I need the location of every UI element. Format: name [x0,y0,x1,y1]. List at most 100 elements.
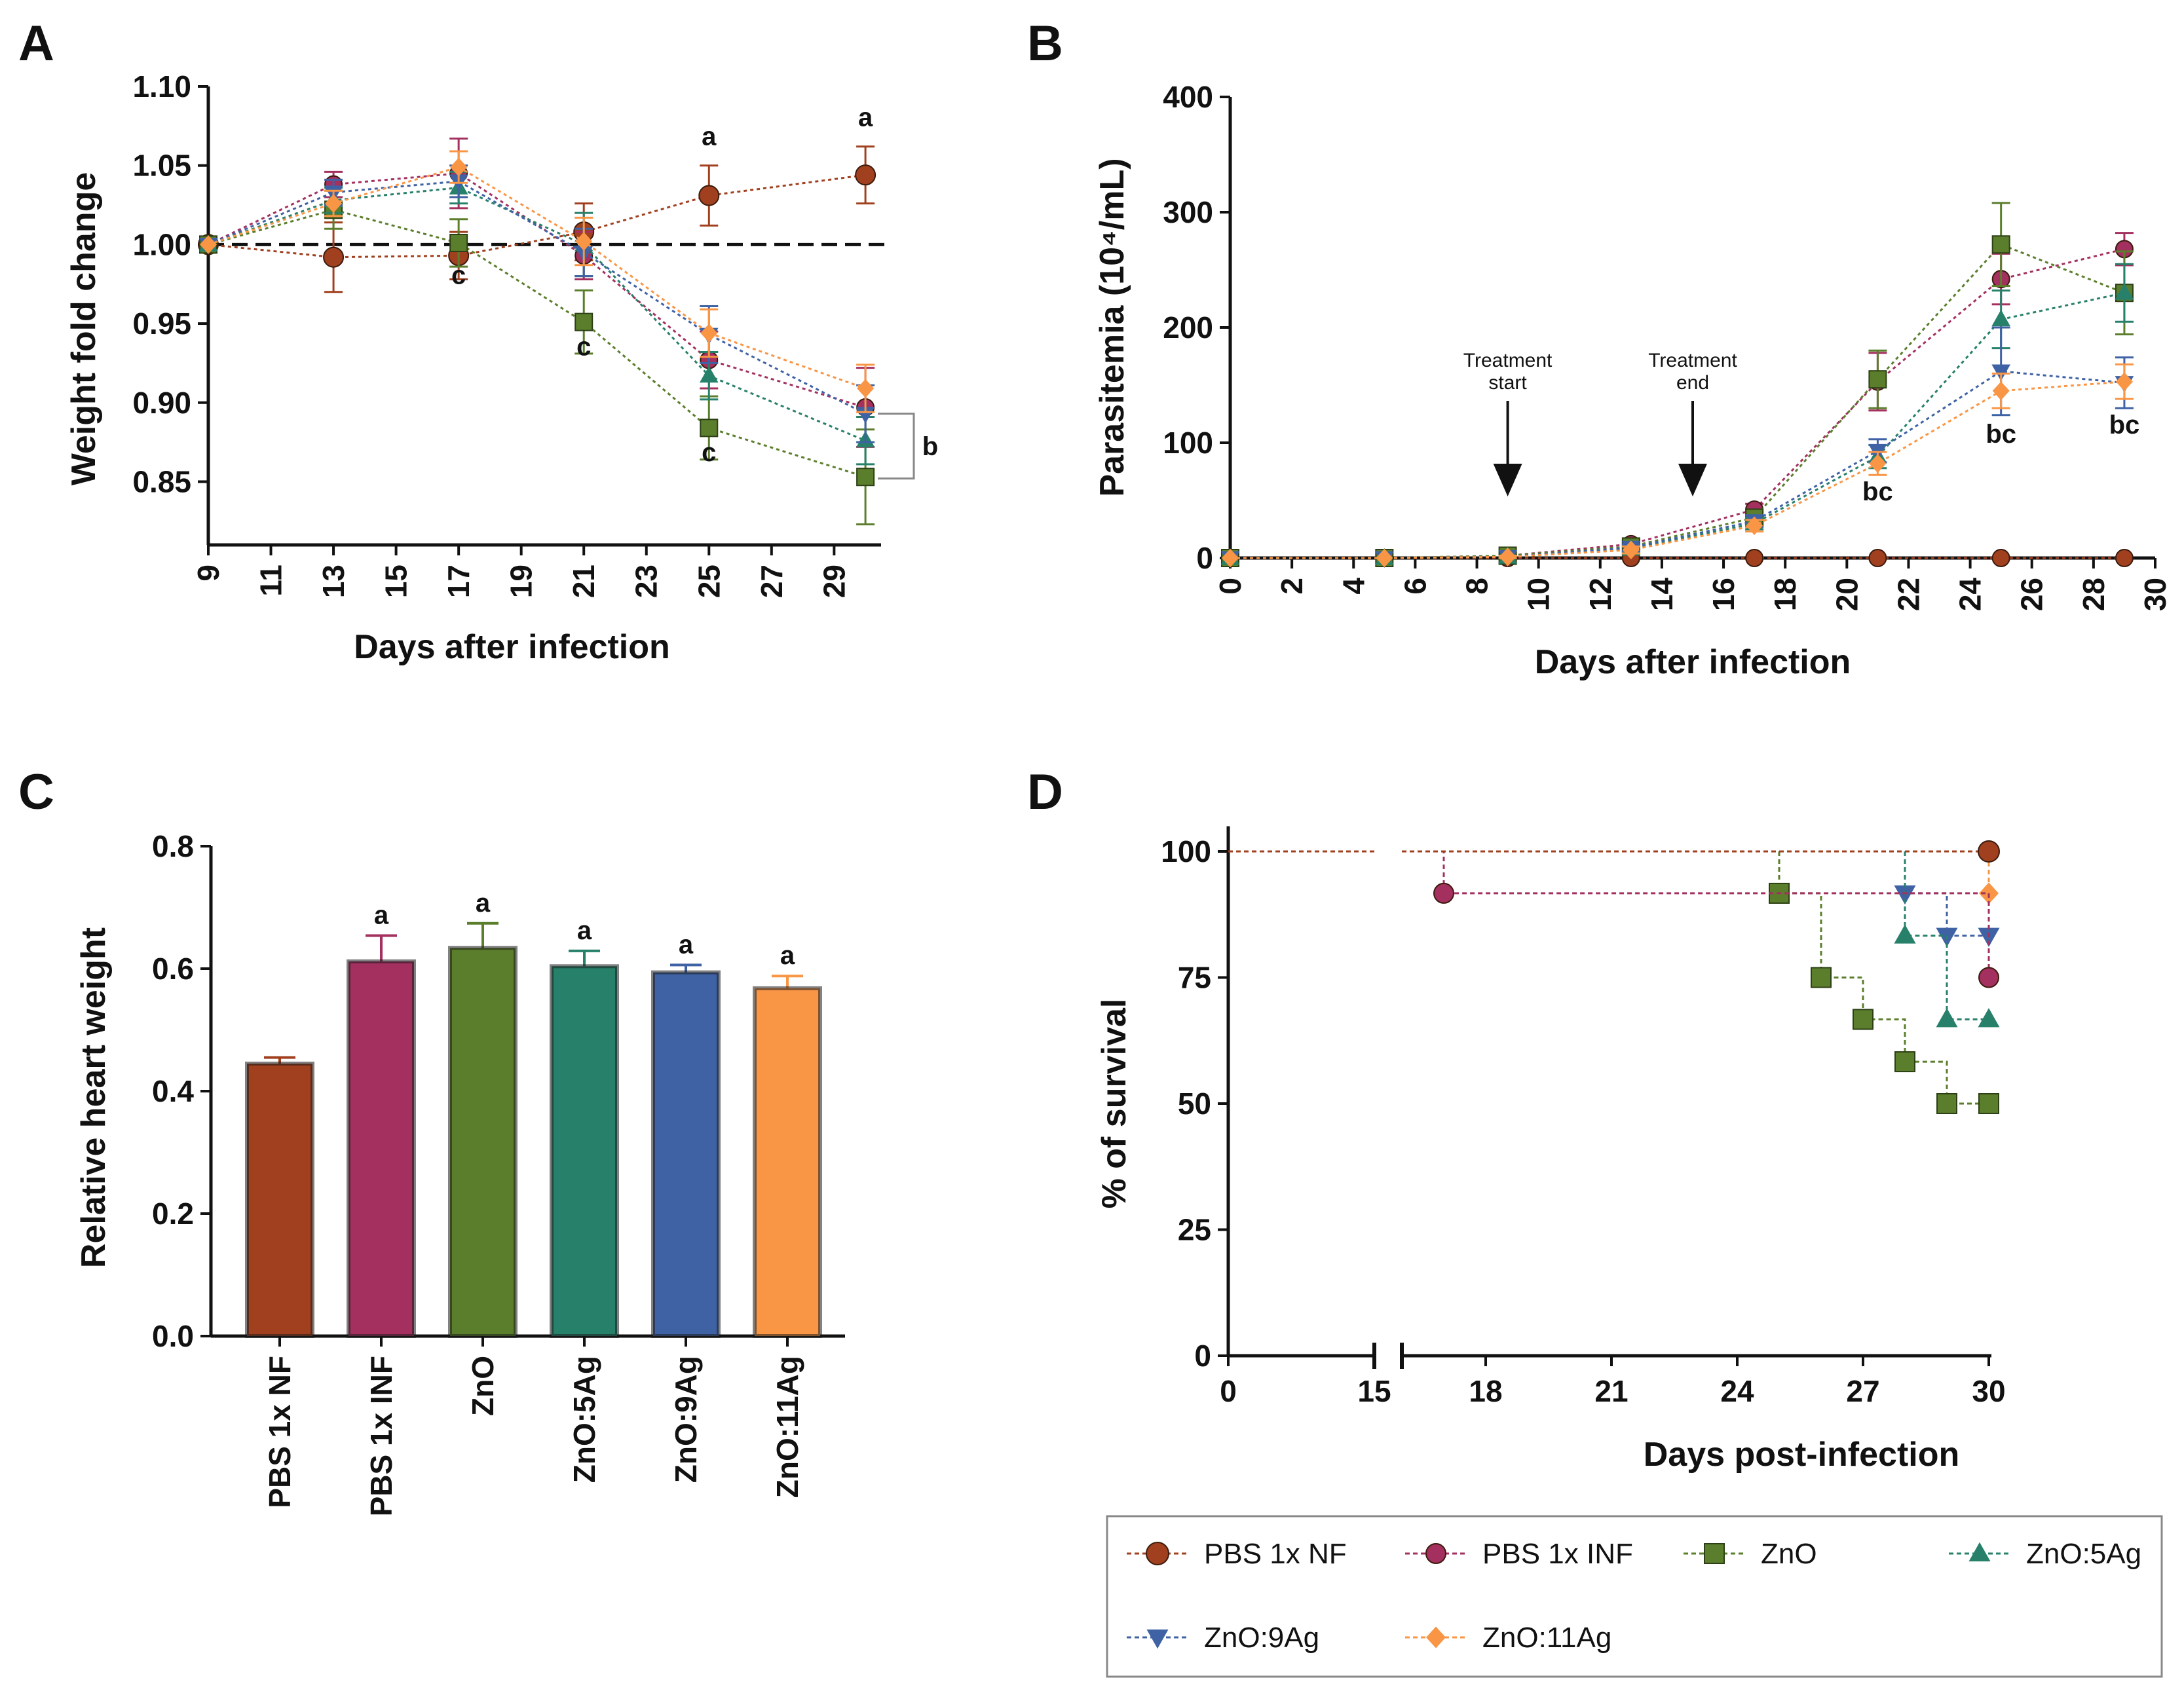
legend-marker [1146,1542,1169,1565]
y-tick-label: 0.4 [152,1074,194,1108]
survival-point [1433,882,1454,904]
significance-label: a [780,941,795,970]
x-tick-label: 27 [755,565,789,598]
series-line [1230,243,2125,559]
survival-point [1894,1051,1915,1073]
chart-panel-d: 0 25 50 75 100 0 15 18 21 24 27 30 Days post-infecti… [1095,826,2006,1474]
x-tick-label: 26 [2015,578,2049,611]
survival-point [1936,1093,1957,1114]
legend-label: PBS 1x NF [1204,1538,1347,1570]
bracket [878,413,915,480]
bar-group-pbs-1x-nf: PBS 1x NF [245,1056,314,1508]
x-tick-label: 2 [1275,578,1309,595]
survival-point [1978,967,1999,988]
x-tick-label: 20 [1830,578,1864,611]
y-axis-title: Parasitemia (10⁴/mL) [1093,158,1131,496]
series-line [208,172,866,409]
x-tick-label: 28 [2077,578,2111,611]
survival-point [1978,1093,1999,1114]
survival-point [1978,1008,2000,1028]
y-tick-label: 50 [1178,1087,1211,1121]
data-point [2115,372,2133,392]
data-point [450,157,468,177]
legend-item-zno-9ag: ZnO:9Ag [1127,1622,1319,1654]
legend-label: ZnO [1761,1538,1817,1570]
series-zno-11ag [200,150,875,413]
series-line [1230,291,2125,559]
y-tick-label: 0.6 [152,952,194,986]
category-label: ZnO:11Ag [770,1356,804,1498]
legend-item-zno: ZnO [1684,1538,1817,1570]
y-tick-label: 200 [1163,310,1213,345]
y-tick-label: 400 [1163,80,1213,114]
data-point [700,324,718,343]
data-point [1991,309,2010,327]
x-tick-label: 29 [817,565,851,598]
y-axis-title: Relative heart weight [75,927,113,1268]
y-tick-label: 0.90 [132,386,191,420]
x-tick-label: 23 [630,565,664,598]
significance-label: bc [2109,411,2140,439]
y-tick-label: 300 [1163,195,1213,229]
survival-point [1978,840,2000,863]
bar-group-zno-11ag: ZnO:11Ag a [753,941,822,1498]
category-label: ZnO [466,1356,500,1416]
legend-label: ZnO:5Ag [2026,1538,2141,1570]
data-point [1868,549,1887,567]
panel-letter-a: A [18,16,54,71]
x-tick-label: 11 [254,565,288,597]
series-zno-5ag [198,170,875,466]
series-zno-5ag [1228,850,2000,1028]
arrow-label: end [1676,372,1709,394]
data-point [1991,549,2010,567]
y-tick-label: 100 [1161,834,1211,868]
significance-label: a [476,889,491,918]
data-point [698,185,720,206]
legend-marker [1426,1626,1446,1648]
y-tick-label: 100 [1163,426,1213,460]
y-tick-label: 1.10 [132,69,191,103]
data-point [574,312,593,331]
significance-label: c [702,438,716,467]
y-tick-label: 0.95 [132,307,191,341]
chart-panel-c: 0.0 0.2 0.4 0.6 0.8 Relative heart weight PBS … [75,829,845,1516]
x-tick-label: 17 [442,565,476,598]
data-point [1622,540,1640,559]
x-tick-label: 15 [379,565,413,598]
data-point [1376,548,1393,568]
survival-point [1853,1009,1873,1030]
x-tick-label: 0 [1220,1374,1237,1408]
x-tick-label: 15 [1357,1374,1391,1408]
bar-group-zno-9ag: ZnO:9Ag a [651,930,721,1483]
series-line [208,180,866,415]
legend-marker [1968,1542,1991,1561]
y-tick-label: 75 [1178,961,1211,995]
legend-marker [1425,1543,1446,1564]
series-pbs-1x-nf [198,145,876,293]
data-point [1745,549,1764,567]
x-tick-label: 21 [567,565,601,598]
x-tick-label: 16 [1706,578,1741,611]
survival-point [1894,924,1916,944]
arrow-head [1678,464,1707,496]
bar [245,1061,314,1339]
data-point [449,233,468,252]
data-point [855,164,876,186]
x-tick-label: 27 [1846,1374,1879,1408]
y-tick-label: 1.05 [132,149,191,183]
significance-label: c [576,332,591,361]
y-tick-label: 0.2 [152,1197,194,1231]
survival-point [1978,927,2000,947]
data-point [1222,548,1239,568]
x-axis-title: Days post-infection [1644,1436,1960,1474]
survival-line [1402,850,1990,893]
legend-label: PBS 1x INF [1482,1538,1633,1570]
series-zno-11ag [1222,363,2134,568]
series-zno [199,189,875,526]
significance-label: a [577,916,592,945]
x-tick-label: 4 [1336,578,1370,595]
legend-label: ZnO:11Ag [1482,1622,1611,1654]
significance-label: bc [1986,420,2016,449]
